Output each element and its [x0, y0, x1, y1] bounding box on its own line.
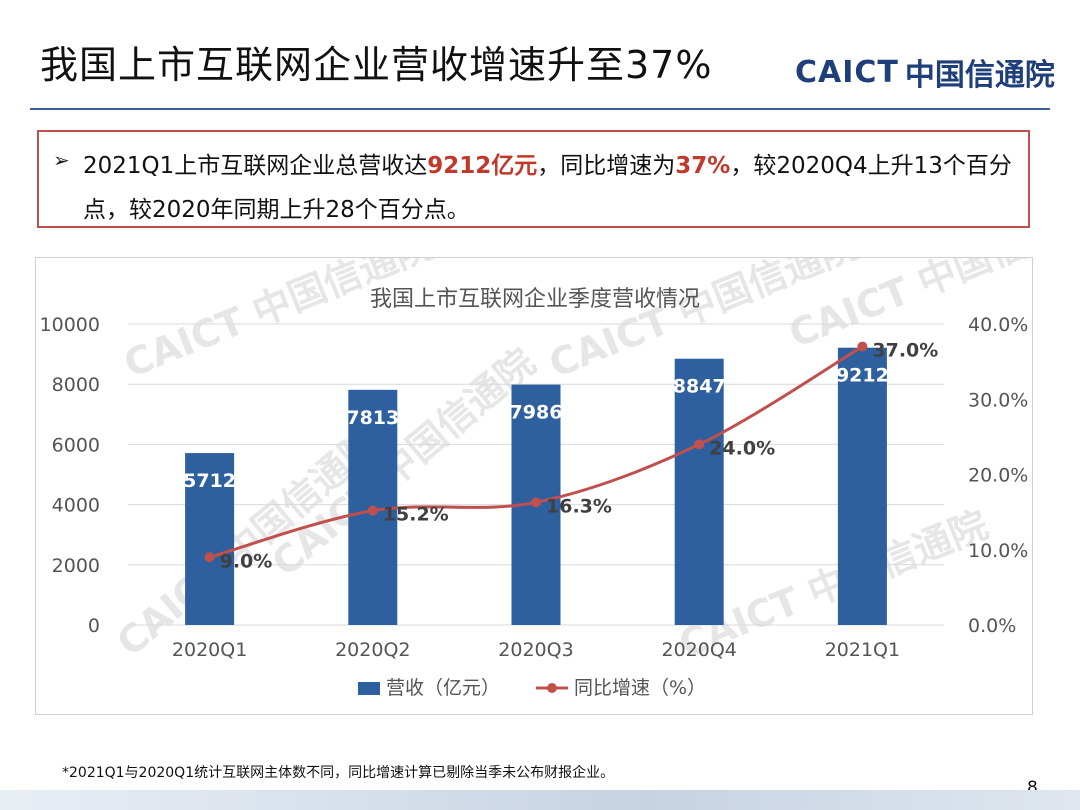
page-number: 8: [1027, 778, 1038, 798]
logo-text-cn: 中国信通院: [904, 58, 1055, 93]
summary-text: 2021Q1上市互联网企业总营收达9212亿元，同比增速为37%，较2020Q4…: [83, 144, 1018, 232]
x-category-label: 2020Q3: [498, 639, 573, 661]
revenue-bar-label: 7986: [510, 402, 563, 424]
footnote: *2021Q1与2020Q1统计互联网主体数不同，同比增速计算已剔除当季未公布财…: [62, 765, 615, 781]
y-right-tick-label: 0.0%: [968, 615, 1016, 637]
y-left-tick-label: 2000: [52, 555, 100, 577]
chart-title: 我国上市互联网企业季度营收情况: [370, 287, 700, 312]
growth-point: [367, 505, 378, 516]
legend-line-marker: [547, 683, 557, 693]
y-left-tick-label: 0: [88, 615, 100, 637]
legend-bar-swatch: [358, 682, 380, 695]
growth-point: [531, 497, 541, 508]
revenue-bar: [837, 347, 887, 625]
y-right-tick-label: 40.0%: [968, 314, 1028, 336]
summary-part: 2021Q1上市互联网企业总营收达: [83, 153, 428, 179]
logo-text-en: CAICT: [795, 54, 899, 90]
title-divider: [30, 108, 1050, 110]
y-right-tick-label: 10.0%: [968, 540, 1028, 562]
revenue-bar-label: 8847: [673, 376, 726, 398]
x-category-label: 2021Q1: [825, 639, 900, 661]
watermark-text: CAICT 中国信通院: [109, 420, 389, 665]
watermark-text: CAICT 中国信通院: [118, 258, 439, 386]
y-left-tick-label: 8000: [52, 374, 100, 396]
x-category-label: 2020Q2: [335, 639, 410, 661]
growth-point-label: 9.0%: [220, 550, 273, 572]
x-category-label: 2020Q1: [172, 639, 247, 661]
y-right-tick-label: 20.0%: [968, 465, 1028, 487]
bottom-band: [0, 790, 1080, 810]
legend-line-label: 同比增速（%）: [574, 677, 706, 699]
growth-point-label: 16.3%: [546, 495, 612, 517]
y-left-tick-label: 10000: [40, 314, 100, 336]
summary-highlight-growth: 37%: [675, 153, 731, 179]
y-left-tick-label: 4000: [52, 495, 100, 517]
growth-point: [857, 341, 868, 352]
growth-point-label: 15.2%: [383, 504, 449, 526]
summary-part: ，较2020Q4上升13个百分点，较2020年同期上升28个百分点。: [83, 153, 1012, 223]
growth-point: [694, 439, 705, 450]
revenue-bar-label: 5712: [183, 470, 236, 492]
growth-point-label: 37.0%: [872, 340, 938, 362]
revenue-bar: [674, 358, 724, 625]
revenue-bar-label: 9212: [836, 365, 889, 387]
x-category-label: 2020Q4: [661, 639, 736, 661]
legend-bar-label: 营收（亿元）: [386, 677, 500, 699]
caict-logo: CAICT 中国信通院: [795, 50, 1055, 94]
bullet-arrow-icon: ➢: [53, 148, 70, 172]
summary-callout: ➢ 2021Q1上市互联网企业总营收达9212亿元，同比增速为37%，较2020…: [37, 130, 1030, 228]
y-left-tick-label: 6000: [52, 434, 100, 456]
summary-highlight-revenue: 9212亿元: [427, 153, 538, 179]
watermark-text: CAICT 中国信通院: [264, 340, 544, 585]
y-right-tick-label: 30.0%: [968, 389, 1028, 411]
growth-point: [204, 552, 215, 563]
growth-point-label: 24.0%: [709, 437, 775, 459]
slide-title: 我国上市互联网企业营收增速升至37%: [40, 43, 713, 87]
revenue-bar: [185, 453, 235, 625]
revenue-bar-label: 7813: [346, 407, 399, 429]
summary-part: ，同比增速为: [537, 153, 676, 179]
